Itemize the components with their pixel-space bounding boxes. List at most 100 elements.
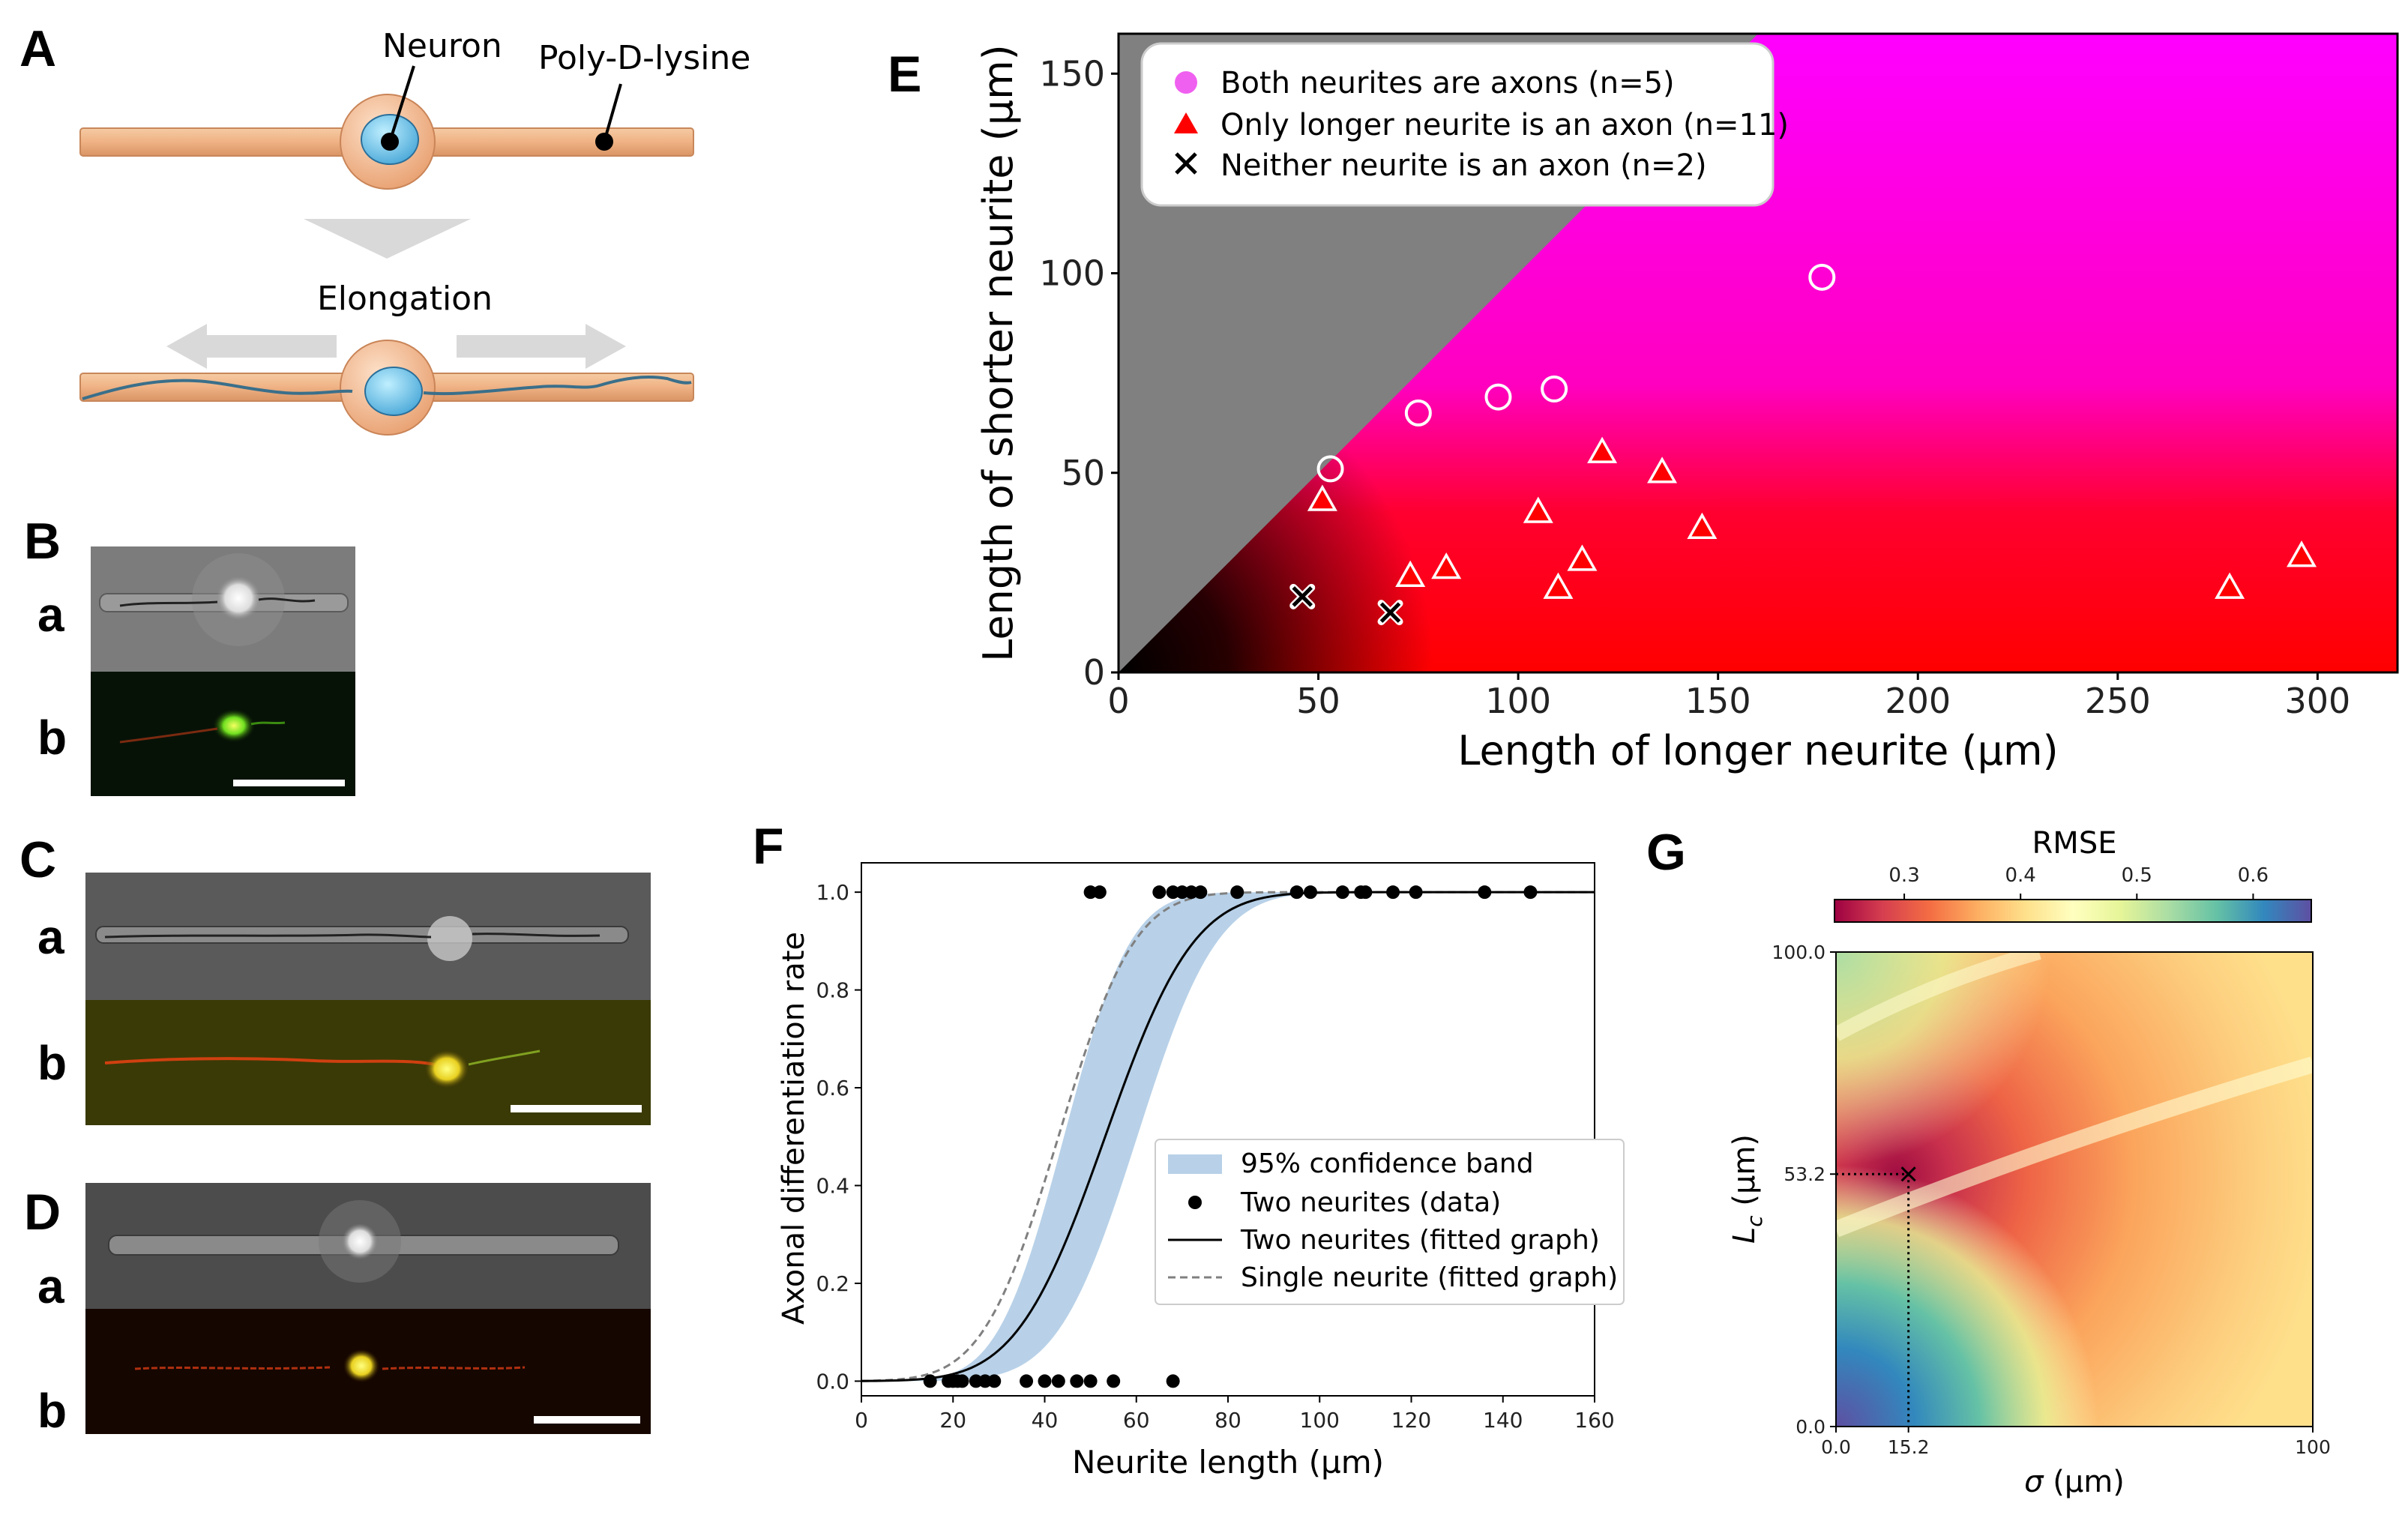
f-two-neurites-curve — [861, 891, 1595, 1382]
panel-b-row-b: b — [37, 711, 67, 765]
f-x-tick-label: 60 — [1123, 1408, 1150, 1433]
e-point-both-axons — [1484, 383, 1512, 411]
f-legend-label-band: 95% confidence band — [1241, 1148, 1534, 1179]
f-plot-area — [861, 885, 1595, 1388]
g-x-tick-label: 100 — [2295, 1436, 2331, 1458]
panel-d-scale-bar — [534, 1416, 640, 1424]
e-point-longer-axon — [1647, 457, 1678, 484]
f-data-point — [955, 1374, 969, 1388]
e-x-axis-label: Length of longer neurite (µm) — [1457, 727, 2058, 774]
f-data-point — [1051, 1374, 1065, 1388]
neurite-right — [423, 376, 692, 396]
g-ticks: 0.0 15.2 100 0.0 53.2 100.0 — [1772, 942, 2330, 1458]
panel-b-neurites — [119, 597, 316, 607]
elongation-label: Elongation — [317, 280, 493, 318]
e-point-both-axons — [1541, 375, 1568, 403]
panel-d-letter: D — [24, 1184, 61, 1241]
g-axes-frame — [1835, 951, 2314, 1427]
e-point-longer-axon — [1395, 560, 1426, 587]
f-x-tick-label: 40 — [1032, 1408, 1059, 1433]
f-y-tick-label: 0.2 — [816, 1271, 849, 1296]
e-x-tick-label: 200 — [1885, 681, 1951, 721]
e-point-both-axons — [1404, 399, 1432, 427]
f-data-point — [1020, 1374, 1034, 1388]
g-heatmap — [1836, 952, 2313, 1427]
panel-d-row-b: b — [37, 1384, 67, 1438]
e-point-longer-axon — [1587, 436, 1618, 463]
g-colorbar-tick-label: 0.4 — [2005, 864, 2036, 887]
f-confidence-band — [861, 892, 1595, 1382]
f-y-tick-label: 0.6 — [816, 1076, 849, 1100]
f-x-axis-label: Neurite length (µm) — [1072, 1444, 1384, 1481]
f-legend-marker-band — [1168, 1154, 1222, 1174]
panel-b-row-a: a — [37, 588, 64, 642]
e-x-tick-label: 300 — [2284, 681, 2350, 721]
f-data-point — [1478, 885, 1492, 900]
f-x-tick-label: 120 — [1391, 1408, 1431, 1433]
panel-f: F 0 20 40 60 80 100 120 140 160 0.0 0.2 0.4 0.6 0.8 1.… — [753, 818, 1625, 1481]
right-arrow — [457, 324, 626, 369]
f-x-tick-label: 0 — [855, 1408, 868, 1433]
g-colorbar-ticks: 0.3 0.4 0.5 0.6 — [1888, 864, 2269, 900]
g-x-tick-label: 15.2 — [1888, 1436, 1930, 1458]
f-legend-label-fit: Two neurites (fitted graph) — [1240, 1225, 1600, 1256]
panel-c-soma — [427, 916, 472, 961]
e-legend-label-longer: Only longer neurite is an axon (n=11) — [1220, 108, 1789, 142]
f-legend: 95% confidence band Two neurites (data) … — [1155, 1139, 1625, 1305]
f-data-point — [1070, 1374, 1084, 1388]
f-data-point — [1194, 885, 1208, 900]
e-point-both-axons — [1316, 455, 1344, 483]
g-minimum-marker — [1836, 1166, 1916, 1427]
f-ticks: 0 20 40 60 80 100 120 140 160 0.0 0.2 0.4 0.6 0.8 1.0 — [816, 880, 1614, 1433]
f-legend-label-data: Two neurites (data) — [1240, 1187, 1501, 1218]
e-point-longer-axon — [2215, 572, 2245, 599]
f-x-tick-label: 140 — [1483, 1408, 1523, 1433]
panel-b-scale-bar — [233, 780, 345, 786]
e-legend: Both neurites are axons (n=5) Only longe… — [1140, 42, 1789, 207]
f-data-point — [1038, 1374, 1052, 1388]
g-x-tick-label: 0.0 — [1821, 1436, 1851, 1458]
g-colorbar-tick-label: 0.5 — [2122, 864, 2152, 887]
panel-d-soma — [342, 1223, 378, 1259]
e-y-tick-label: 100 — [1039, 253, 1105, 294]
e-legend-marker-longer — [1174, 112, 1198, 133]
e-point-longer-axon — [1567, 544, 1598, 571]
panel-e-letter: E — [888, 46, 921, 103]
panel-d-fluor-soma — [343, 1349, 379, 1382]
e-y-tick-label: 50 — [1061, 453, 1105, 493]
f-data-point — [1358, 885, 1373, 900]
panel-c-scale-bar — [511, 1105, 642, 1112]
panel-e: E 0 50 100 150 200 250 300 0 50 100 150 Length of … — [888, 32, 2399, 774]
f-data-point — [1386, 885, 1400, 900]
f-x-tick-label: 20 — [939, 1408, 966, 1433]
f-y-tick-label: 1.0 — [816, 880, 849, 905]
f-data-point — [1092, 885, 1107, 900]
f-data-point — [1107, 1374, 1121, 1388]
e-legend-box — [1140, 42, 1775, 207]
e-point-longer-axon — [1307, 484, 1337, 511]
f-y-tick-label: 0.4 — [816, 1174, 849, 1199]
g-x-axis-label-symbol: σ — [2024, 1465, 2044, 1499]
g-y-tick-label: 100.0 — [1772, 942, 1825, 963]
g-colorbar-tick-label: 0.6 — [2238, 864, 2269, 887]
g-y-axis-label: Lc (µm) — [1727, 1134, 1767, 1244]
panel-c-row-a: a — [37, 910, 64, 964]
f-x-tick-label: 160 — [1574, 1408, 1614, 1433]
e-ticks: 0 50 100 150 200 250 300 0 50 100 150 — [1039, 53, 2350, 721]
substrate-pointer-line — [603, 83, 622, 142]
e-point-longer-axon — [2287, 540, 2317, 567]
e-x-tick-label: 100 — [1485, 681, 1551, 721]
e-legend-marker-both — [1175, 71, 1197, 94]
left-arrow — [166, 324, 337, 369]
e-y-tick-label: 0 — [1083, 652, 1105, 693]
e-point-both-axons — [1808, 263, 1836, 291]
f-data-point — [1523, 885, 1538, 900]
panel-d-row-a: a — [37, 1259, 64, 1313]
e-markers — [1289, 263, 2317, 626]
e-x-tick-label: 250 — [2085, 681, 2151, 721]
panel-b-letter: B — [24, 513, 61, 570]
panel-b: B a b — [24, 513, 355, 796]
e-x-tick-label: 150 — [1685, 681, 1751, 721]
neurite-left — [82, 379, 353, 400]
